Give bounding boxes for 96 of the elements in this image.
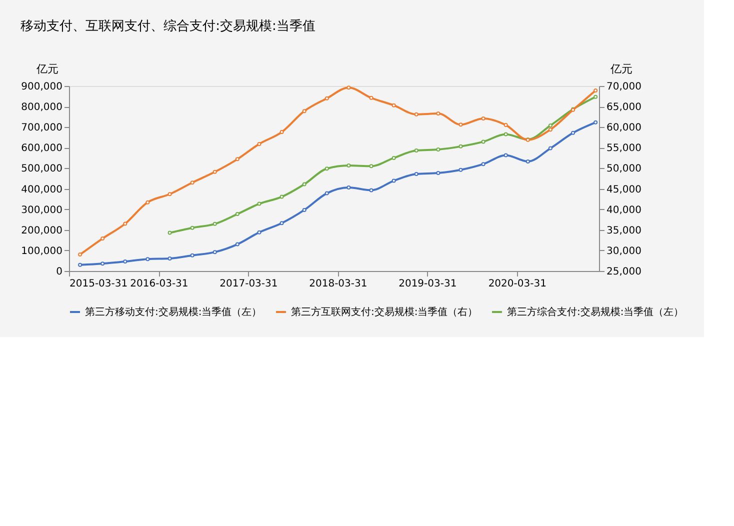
y-tick-label: 200,000 xyxy=(21,225,62,236)
point xyxy=(190,226,194,230)
point xyxy=(190,253,194,258)
x-tick-label: 2015-03-31 xyxy=(70,278,128,290)
point xyxy=(414,112,418,116)
y-tick-label: 300,000 xyxy=(21,204,62,216)
y2-tick-label: 50,000 xyxy=(606,164,642,175)
y-tick-label: 400,000 xyxy=(21,184,62,196)
point xyxy=(78,262,82,267)
point xyxy=(168,230,172,235)
point xyxy=(504,153,508,158)
point xyxy=(280,221,284,226)
point xyxy=(458,122,463,127)
y2-tick-label: 45,000 xyxy=(606,184,642,196)
point xyxy=(168,256,172,260)
point xyxy=(280,194,284,199)
legend-label: 第三方综合支付:交易规模:当季值（左） xyxy=(507,306,684,318)
y2-tick-label: 30,000 xyxy=(606,246,642,257)
point xyxy=(526,159,530,164)
point xyxy=(481,116,486,120)
point xyxy=(212,170,217,174)
point xyxy=(324,166,329,171)
point xyxy=(346,164,351,168)
point xyxy=(235,157,240,162)
point xyxy=(257,142,262,146)
point xyxy=(594,120,598,124)
y2-tick-label: 35,000 xyxy=(606,225,642,236)
legend-label: 第三方移动支付:交易规模:当季值（左） xyxy=(85,306,262,318)
y2-axis-title: 亿元 xyxy=(610,62,632,76)
y-tick-label: 500,000 xyxy=(21,164,62,175)
point xyxy=(481,162,486,166)
point xyxy=(235,212,240,216)
x-tick-label: 2016-03-31 xyxy=(130,278,188,290)
point xyxy=(594,94,598,99)
y2-tick-label: 40,000 xyxy=(606,204,642,216)
point xyxy=(594,88,598,93)
y2-tick-label: 25,000 xyxy=(606,266,642,278)
point xyxy=(392,178,396,183)
point xyxy=(146,200,150,204)
chart-title: 移动支付、互联网支付、综合支付:交易规模:当季值 xyxy=(20,18,316,34)
y2-tick-label: 60,000 xyxy=(606,122,642,134)
y-axis-title: 亿元 xyxy=(36,62,58,76)
point xyxy=(346,86,351,90)
point xyxy=(414,172,418,176)
x-tick-label: 2018-03-31 xyxy=(309,278,368,290)
y2-tick-label: 55,000 xyxy=(606,143,642,154)
point xyxy=(212,222,217,226)
point xyxy=(481,140,486,144)
point xyxy=(369,96,374,100)
point xyxy=(257,202,262,206)
legend-label: 第三方互联网支付:交易规模:当季值（右） xyxy=(291,306,478,318)
point xyxy=(324,191,329,196)
point xyxy=(123,222,128,226)
point xyxy=(548,123,552,128)
y-tick-label: 800,000 xyxy=(21,102,62,114)
x-tick-label: 2019-03-31 xyxy=(398,278,457,290)
x-tick-label: 2017-03-31 xyxy=(220,278,278,290)
point xyxy=(212,250,217,254)
point xyxy=(414,148,418,153)
y2-tick-label: 65,000 xyxy=(606,102,642,114)
point xyxy=(302,182,306,186)
point xyxy=(504,132,508,136)
point xyxy=(392,156,396,160)
point xyxy=(458,168,463,172)
point xyxy=(548,146,552,150)
y-tick-label: 600,000 xyxy=(21,143,62,154)
point xyxy=(257,230,262,234)
point xyxy=(346,186,351,190)
point xyxy=(302,208,306,212)
point xyxy=(436,170,440,175)
point xyxy=(392,103,396,108)
point xyxy=(146,257,150,262)
point xyxy=(436,148,440,152)
y-tick-label: 100,000 xyxy=(21,246,62,257)
point xyxy=(100,236,105,241)
point xyxy=(324,96,329,100)
y-tick-label: 700,000 xyxy=(21,122,62,134)
point xyxy=(369,188,374,192)
point xyxy=(458,144,463,148)
point xyxy=(548,128,552,132)
point xyxy=(280,130,284,134)
point xyxy=(369,164,374,168)
point xyxy=(571,130,576,135)
y2-tick-label: 70,000 xyxy=(606,82,642,92)
point xyxy=(302,109,306,114)
point xyxy=(100,262,105,266)
point xyxy=(235,242,240,246)
point xyxy=(436,112,440,116)
point xyxy=(190,180,194,185)
y-tick-label: 900,000 xyxy=(21,82,62,92)
y-tick-label: 0 xyxy=(56,266,62,278)
x-tick-label: 2020-03-31 xyxy=(488,278,546,290)
point xyxy=(504,123,508,128)
point xyxy=(123,260,128,264)
point xyxy=(78,252,82,257)
point xyxy=(168,192,172,196)
